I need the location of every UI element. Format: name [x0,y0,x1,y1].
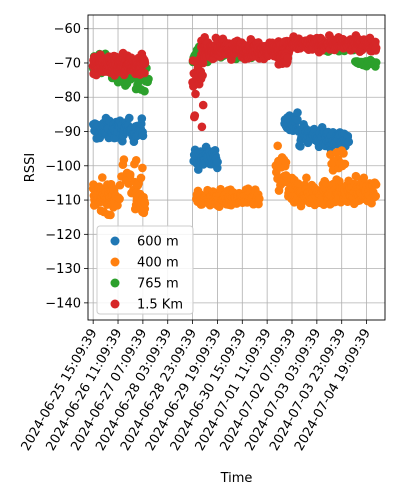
legend-label: 765 m [137,277,179,292]
legend-marker [110,257,120,267]
data-point [115,180,125,190]
legend-marker [110,299,120,309]
data-point [321,178,331,188]
y-tick-label: −120 [45,228,81,243]
data-point [351,171,361,181]
data-point [213,157,222,167]
data-point [98,173,107,182]
data-point [191,89,200,99]
data-point [359,173,369,183]
data-point [119,155,129,164]
axes: −60−70−80−90−100−110−120−130−1402024-06-… [19,14,386,454]
legend-label: 400 m [137,256,179,271]
data-point [138,131,148,141]
y-axis-label: RSSI [23,153,38,182]
data-point [302,173,311,183]
scatter-points [88,31,381,220]
data-point [339,149,348,158]
data-point [136,173,146,183]
y-tick-label: −90 [54,125,81,140]
data-point [371,58,381,67]
series-15-Km [88,31,381,132]
legend: 600 m 400 m 765 m 1.5 Km [96,225,194,315]
y-tick-label: −110 [45,194,81,209]
data-point [371,180,381,189]
legend-label: 600 m [137,235,179,250]
data-point [140,86,149,96]
data-point [371,191,381,201]
data-point [281,158,291,167]
x-axis-label: Time [220,471,253,486]
series-600-m [89,108,354,174]
y-tick-label: −130 [45,262,81,277]
y-tick-label: −100 [45,159,81,174]
data-point [125,170,135,179]
data-point [198,71,207,80]
data-point [283,53,293,63]
legend-label: 1.5 Km [137,298,183,313]
data-point [293,108,302,117]
data-point [131,156,141,165]
data-point [254,194,264,203]
plot-frame [87,14,386,321]
series-400-m [88,141,381,220]
y-tick-label: −140 [45,296,81,311]
data-point [344,137,354,147]
data-point [293,115,302,124]
y-tick-label: −70 [54,56,81,71]
y-tick-label: −80 [54,91,81,106]
data-point [198,100,208,110]
legend-marker [110,278,120,288]
y-tick-label: −60 [54,22,81,37]
data-point [273,141,283,151]
data-point [140,199,150,208]
data-point [140,59,150,68]
data-point [197,122,207,132]
data-point [125,113,134,123]
data-point [340,159,350,169]
data-point [190,111,200,120]
legend-marker [110,236,120,246]
data-point [137,114,147,123]
legend-box [96,225,194,315]
data-point [115,194,124,204]
data-point [371,43,381,53]
data-point [215,202,224,211]
data-point [140,68,149,78]
data-point [106,210,115,220]
data-point [138,163,147,173]
